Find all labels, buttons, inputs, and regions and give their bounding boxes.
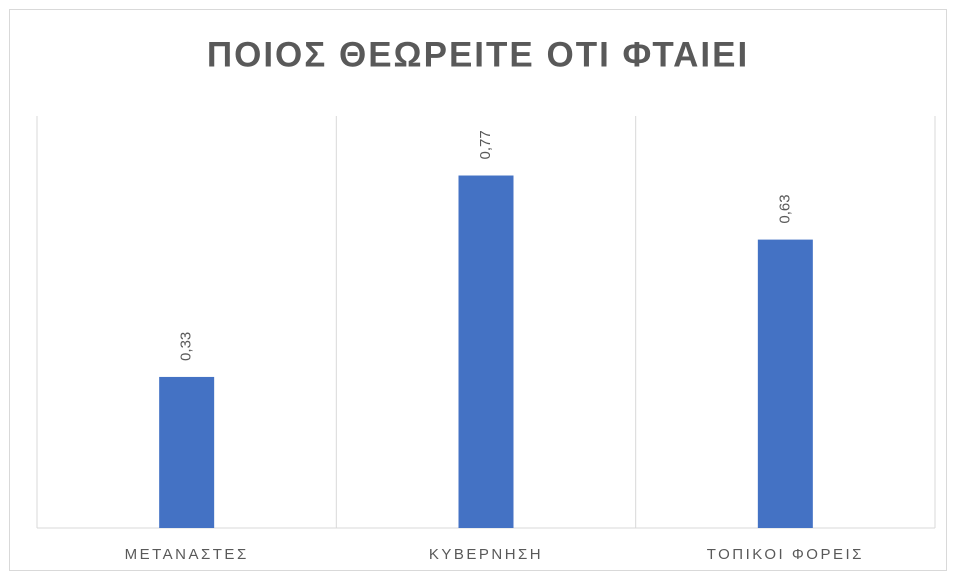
bar bbox=[458, 175, 514, 528]
x-tick-label: ΚΥΒΕΡΝΗΣΗ bbox=[429, 546, 543, 563]
x-tick-label: ΤΟΠΙΚΟΙ ΦΟΡΕΙΣ bbox=[707, 546, 864, 563]
x-tick-label: ΜΕΤΑΝΑΣΤΕΣ bbox=[125, 546, 249, 563]
bar bbox=[757, 239, 813, 528]
chart-title: ΠΟΙΟΣ ΘΕΩΡΕΙΤΕ ΟΤΙ ΦΤΑΙΕΙ bbox=[207, 35, 749, 74]
bar bbox=[159, 376, 215, 528]
data-label: 0,63 bbox=[776, 194, 793, 223]
data-label: 0,33 bbox=[178, 332, 195, 361]
data-label: 0,77 bbox=[477, 130, 494, 159]
